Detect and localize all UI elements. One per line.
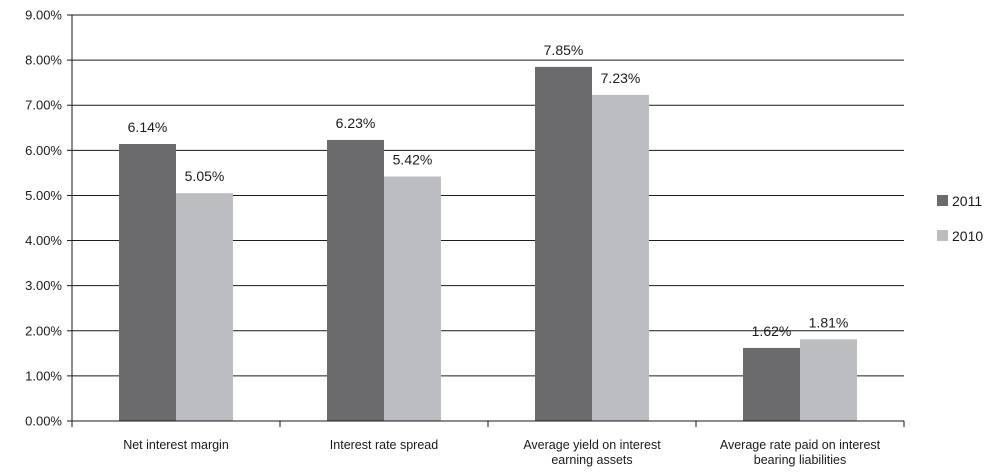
data-labels: 6.14% 6.23% 7.85% 1.62% 5.05% 5.42% 7.23% 1.81%	[128, 42, 849, 339]
legend-label: 2010	[952, 228, 983, 244]
category-label: earning assets	[551, 453, 632, 467]
bars	[119, 66, 857, 422]
bar-2010-2	[592, 94, 649, 421]
legend-label: 2011	[952, 193, 982, 209]
data-label: 6.14%	[128, 119, 168, 135]
y-tick-label: 8.00%	[25, 53, 62, 68]
data-label: 7.85%	[544, 42, 584, 58]
data-label: 7.23%	[601, 70, 641, 86]
bar-2010-0	[176, 193, 233, 421]
y-tick-label: 6.00%	[25, 143, 62, 158]
y-tick-label: 7.00%	[25, 98, 62, 113]
legend: 2011 2010	[937, 193, 983, 244]
data-label: 5.05%	[185, 168, 225, 184]
category-label: Average yield on interest	[523, 438, 661, 452]
data-label: 1.81%	[809, 314, 849, 330]
x-axis: Net interest margin Interest rate spread A…	[71, 420, 905, 467]
y-tick-label: 5.00%	[25, 188, 62, 203]
category-label: Interest rate spread	[330, 438, 438, 452]
bar-2011-2	[535, 66, 592, 421]
legend-swatch-2011	[937, 195, 948, 206]
y-axis: 0.00% 1.00% 2.00% 3.00% 4.00% 5.00% 6.00% 7.00%…	[25, 8, 73, 429]
category-label: Net interest margin	[123, 438, 229, 452]
y-tick-label: 3.00%	[25, 278, 62, 293]
y-tick-label: 0.00%	[25, 414, 62, 429]
y-tick-label: 1.00%	[25, 368, 62, 383]
y-tick-label: 2.00%	[25, 323, 62, 338]
y-tick-label: 4.00%	[25, 233, 62, 248]
data-label: 5.42%	[393, 151, 433, 167]
bar-2010-1	[384, 176, 441, 421]
data-label: 6.23%	[336, 115, 376, 131]
category-label: Average rate paid on interest	[720, 438, 881, 452]
bar-2010-3	[800, 339, 857, 421]
y-tick-label: 9.00%	[25, 8, 62, 23]
category-label: bearing liabilities	[754, 453, 846, 467]
bar-2011-1	[327, 139, 384, 422]
bar-2011-3	[743, 347, 800, 421]
bar-2011-0	[119, 144, 176, 422]
data-label: 1.62%	[752, 323, 792, 339]
legend-swatch-2010	[937, 230, 948, 241]
